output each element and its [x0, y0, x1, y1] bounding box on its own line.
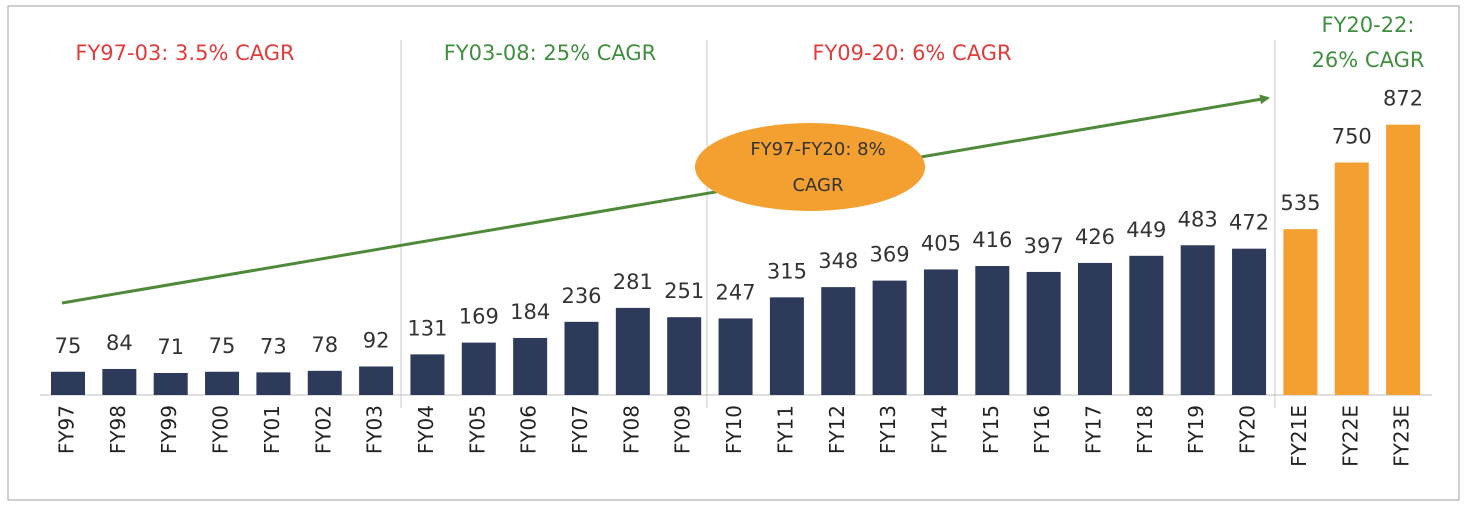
bar — [410, 354, 445, 395]
bar — [769, 297, 804, 395]
value-label: 131 — [407, 316, 447, 340]
x-tick-label: FY98 — [106, 405, 130, 454]
value-label: 405 — [921, 231, 961, 255]
value-label: 369 — [870, 243, 910, 267]
value-label: 78 — [311, 333, 338, 357]
value-label: 73 — [260, 334, 287, 358]
trend-arrow — [61, 94, 1270, 305]
bar — [564, 321, 599, 395]
bar — [1232, 248, 1267, 395]
x-tick-label: FY07 — [568, 405, 592, 454]
bar — [1026, 271, 1061, 395]
callout-text: CAGR — [792, 175, 843, 196]
value-label: 236 — [561, 284, 601, 308]
callout-bubble — [695, 123, 925, 211]
bar — [1334, 162, 1369, 395]
value-label: 397 — [1024, 234, 1064, 258]
bar — [975, 266, 1010, 395]
value-label: 872 — [1383, 87, 1423, 111]
x-tick-label: FY23E — [1390, 405, 1414, 467]
annotation: 26% CAGR — [1312, 48, 1425, 72]
annotation: FY09-20: 6% CAGR — [812, 41, 1011, 65]
bar — [153, 372, 188, 395]
value-label: 247 — [716, 280, 756, 304]
bar — [1386, 124, 1421, 396]
value-label: 75 — [55, 334, 82, 358]
value-label: 251 — [664, 279, 704, 303]
x-tick-label: FY15 — [979, 405, 1003, 454]
value-label: 416 — [972, 228, 1012, 252]
value-label: 84 — [106, 331, 133, 355]
x-tick-label: FY14 — [927, 405, 951, 454]
x-tick-label: FY22E — [1338, 405, 1362, 467]
bar — [615, 307, 650, 395]
x-tick-label: FY02 — [311, 405, 335, 454]
value-label: 426 — [1075, 225, 1115, 249]
bar — [1180, 245, 1215, 395]
annotation: FY03-08: 25% CAGR — [444, 41, 657, 65]
callout-text: FY97-FY20: 8% — [750, 139, 885, 160]
value-label: 472 — [1229, 211, 1269, 235]
x-tick-label: FY20 — [1236, 405, 1260, 454]
x-tick-label: FY11 — [773, 405, 797, 454]
x-tick-label: FY08 — [619, 405, 643, 454]
x-tick-label: FY99 — [157, 405, 181, 454]
x-tick-label: FY17 — [1082, 405, 1106, 454]
value-label: 71 — [157, 335, 184, 359]
bar — [872, 280, 907, 395]
value-label: 315 — [767, 259, 807, 283]
bar — [307, 370, 342, 395]
bar — [256, 372, 291, 395]
bar — [1078, 262, 1112, 395]
x-tick-label: FY97 — [55, 405, 79, 454]
x-tick-label: FY21E — [1287, 405, 1311, 467]
x-tick-label: FY04 — [414, 405, 438, 454]
value-label: 348 — [818, 249, 858, 273]
bar — [1283, 229, 1318, 395]
x-tick-label: FY13 — [876, 405, 900, 454]
value-label: 169 — [459, 305, 499, 329]
x-tick-label: FY01 — [260, 405, 284, 454]
bar — [1129, 255, 1164, 395]
bar — [667, 317, 702, 395]
x-tick-label: FY09 — [671, 405, 695, 454]
bar — [102, 368, 137, 395]
value-label: 281 — [613, 270, 653, 294]
x-tick-label: FY18 — [1133, 405, 1157, 454]
x-tick-label: FY10 — [722, 405, 746, 454]
x-tick-label: FY00 — [209, 405, 233, 454]
annotation: FY97-03: 3.5% CAGR — [75, 41, 294, 65]
value-label: 75 — [209, 334, 236, 358]
x-tick-label: FY19 — [1184, 405, 1208, 454]
bar — [461, 342, 496, 395]
value-label: 449 — [1126, 218, 1166, 242]
annotation: FY20-22: — [1321, 13, 1414, 37]
x-tick-label: FY03 — [363, 405, 387, 454]
x-tick-label: FY05 — [465, 405, 489, 454]
x-tick-label: FY06 — [517, 405, 541, 454]
bar — [821, 287, 856, 395]
bar — [513, 337, 548, 395]
value-label: 92 — [363, 328, 390, 352]
bar — [51, 371, 85, 395]
value-label: 750 — [1332, 125, 1372, 149]
bar — [718, 318, 753, 395]
x-tick-label: FY16 — [1030, 405, 1054, 454]
bar — [205, 371, 240, 395]
value-label: 535 — [1280, 191, 1320, 215]
bar — [359, 366, 394, 395]
x-tick-label: FY12 — [825, 405, 849, 454]
frame — [7, 5, 1460, 501]
bar — [923, 269, 958, 395]
value-label: 483 — [1178, 207, 1218, 231]
value-label: 184 — [510, 300, 550, 324]
